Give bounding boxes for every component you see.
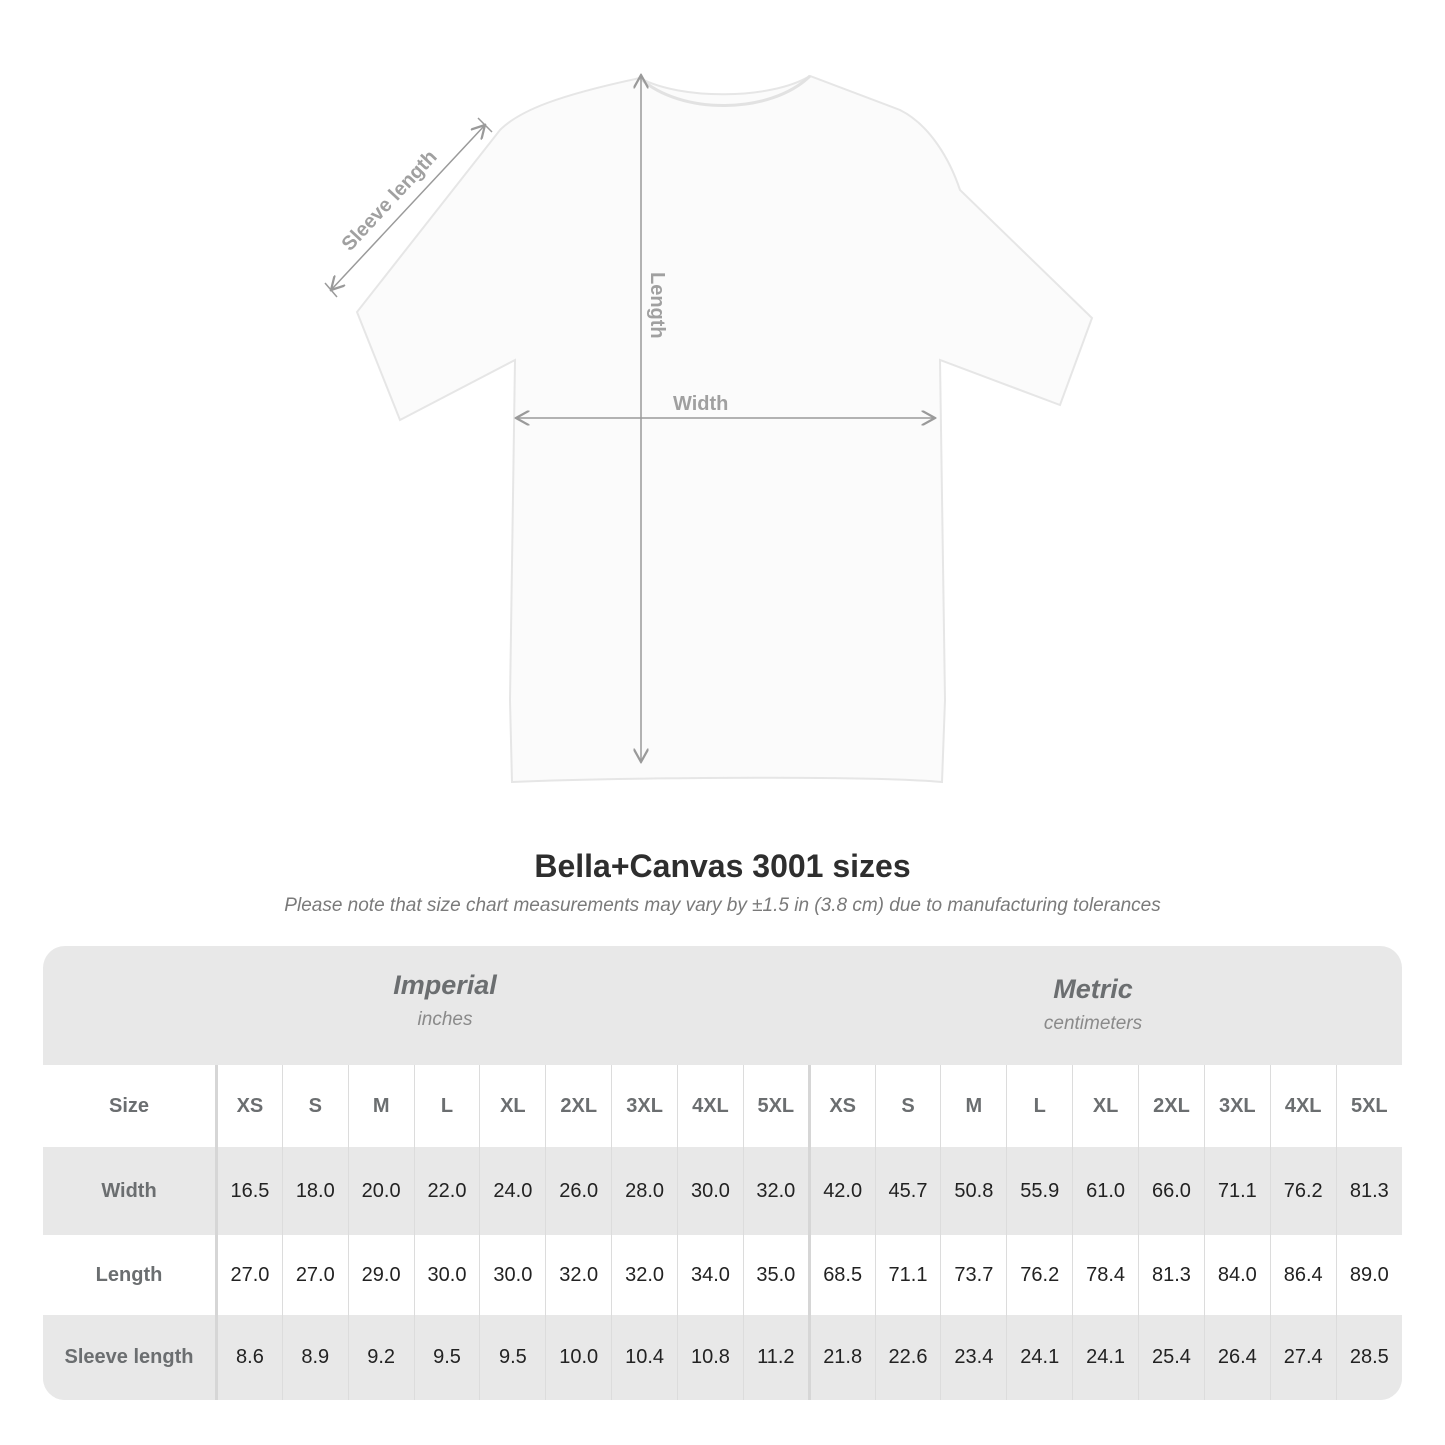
metric-size-l: L (1006, 1065, 1073, 1147)
metric-value-cell: 71.1 (874, 1235, 941, 1315)
size-table: Size XS S M L XL 2XL 3XL 4XL 5XL XS S M L XL 2XL 3XL 4XL 5… (43, 1065, 1402, 1400)
imperial-value-cell: 26.0 (545, 1147, 612, 1235)
row-label: Length (43, 1235, 218, 1315)
metric-value-cell: 61.0 (1072, 1147, 1139, 1235)
imperial-value-cell: 30.0 (479, 1235, 546, 1315)
tolerance-note: Please note that size chart measurements… (284, 895, 1161, 916)
imperial-value-cell: 29.0 (347, 1235, 415, 1315)
metric-header: Metric centimeters (809, 974, 1377, 1035)
imperial-size-xs: XS (216, 1065, 283, 1147)
metric-value-cell: 21.8 (807, 1315, 876, 1400)
imperial-value-cell: 35.0 (742, 1235, 810, 1315)
imperial-value-cell: 22.0 (413, 1147, 480, 1235)
metric-value-cell: 89.0 (1335, 1235, 1402, 1315)
metric-size-5xl: 5XL (1335, 1065, 1402, 1147)
tshirt-diagram: Sleeve length Length Width (324, 0, 1094, 784)
imperial-value-cell: 27.0 (216, 1235, 283, 1315)
metric-value-cell: 81.3 (1138, 1235, 1205, 1315)
metric-value-cell: 42.0 (807, 1147, 876, 1235)
sleeve-measure-line (331, 125, 485, 290)
metric-size-4xl: 4XL (1269, 1065, 1337, 1147)
metric-value-cell: 50.8 (940, 1147, 1007, 1235)
imperial-size-xl: XL (479, 1065, 546, 1147)
metric-size-m: M (940, 1065, 1007, 1147)
metric-size-xs: XS (807, 1065, 876, 1147)
table-row: Width 16.5 18.0 20.0 22.0 24.0 26.0 28.0 30.0 32.… (43, 1147, 1402, 1235)
imperial-value-cell: 9.5 (479, 1315, 546, 1400)
metric-value-cell: 76.2 (1269, 1147, 1337, 1235)
imperial-title: Imperial (393, 970, 497, 1000)
metric-size-3xl: 3XL (1203, 1065, 1271, 1147)
metric-value-cell: 78.4 (1072, 1235, 1139, 1315)
metric-title: Metric (1053, 974, 1133, 1004)
imperial-unit: inches (417, 1009, 473, 1030)
metric-value-cell: 84.0 (1203, 1235, 1271, 1315)
imperial-value-cell: 34.0 (677, 1235, 744, 1315)
imperial-size-5xl: 5XL (742, 1065, 810, 1147)
sleeve-measure-end-cap (477, 117, 493, 133)
imperial-size-l: L (413, 1065, 480, 1147)
imperial-value-cell: 9.2 (347, 1315, 415, 1400)
size-label: Size (43, 1065, 218, 1147)
imperial-size-2xl: 2XL (545, 1065, 612, 1147)
metric-value-cell: 76.2 (1006, 1235, 1073, 1315)
metric-value-cell: 24.1 (1006, 1315, 1073, 1400)
imperial-value-cell: 18.0 (281, 1147, 349, 1235)
metric-size-s: S (874, 1065, 941, 1147)
table-row: Length 27.0 27.0 29.0 30.0 30.0 32.0 32.0 34.0 35… (43, 1235, 1402, 1315)
imperial-value-cell: 30.0 (677, 1147, 744, 1235)
metric-value-cell: 23.4 (940, 1315, 1007, 1400)
metric-value-cell: 22.6 (874, 1315, 941, 1400)
size-chart: Imperial inches Metric centimeters Size X… (43, 946, 1402, 1400)
metric-value-cell: 55.9 (1006, 1147, 1073, 1235)
metric-value-cell: 25.4 (1138, 1315, 1205, 1400)
imperial-value-cell: 32.0 (545, 1235, 612, 1315)
metric-value-cell: 81.3 (1335, 1147, 1402, 1235)
metric-value-cell: 73.7 (940, 1235, 1007, 1315)
imperial-value-cell: 11.2 (742, 1315, 810, 1400)
row-label: Width (43, 1147, 218, 1235)
imperial-value-cell: 9.5 (413, 1315, 480, 1400)
metric-value-cell: 86.4 (1269, 1235, 1337, 1315)
metric-size-xl: XL (1072, 1065, 1139, 1147)
metric-value-cell: 71.1 (1203, 1147, 1271, 1235)
imperial-size-s: S (281, 1065, 349, 1147)
row-label: Sleeve length (43, 1315, 218, 1400)
imperial-size-3xl: 3XL (611, 1065, 678, 1147)
metric-value-cell: 24.1 (1072, 1315, 1139, 1400)
imperial-value-cell: 8.9 (281, 1315, 349, 1400)
metric-value-cell: 68.5 (807, 1235, 876, 1315)
imperial-header: Imperial inches (215, 970, 675, 1031)
imperial-value-cell: 10.4 (611, 1315, 678, 1400)
length-label: Length (646, 272, 668, 339)
imperial-value-cell: 27.0 (281, 1235, 349, 1315)
imperial-value-cell: 24.0 (479, 1147, 546, 1235)
imperial-value-cell: 10.0 (545, 1315, 612, 1400)
size-header-row: Size XS S M L XL 2XL 3XL 4XL 5XL XS S M L XL 2XL 3XL 4XL 5… (43, 1065, 1402, 1147)
metric-value-cell: 27.4 (1269, 1315, 1337, 1400)
imperial-size-4xl: 4XL (677, 1065, 744, 1147)
imperial-value-cell: 16.5 (216, 1147, 283, 1235)
width-label: Width (673, 393, 728, 415)
sleeve-measure-end-cap (324, 282, 338, 298)
metric-unit: centimeters (1043, 1013, 1143, 1034)
imperial-value-cell: 28.0 (611, 1147, 678, 1235)
table-row: Sleeve length 8.6 8.9 9.2 9.5 9.5 10.0 10.4 10.8… (43, 1315, 1402, 1400)
imperial-value-cell: 8.6 (216, 1315, 283, 1400)
metric-size-2xl: 2XL (1138, 1065, 1205, 1147)
page-title: Bella+Canvas 3001 sizes (534, 848, 911, 884)
imperial-value-cell: 32.0 (742, 1147, 810, 1235)
imperial-value-cell: 30.0 (413, 1235, 480, 1315)
tshirt-shape (355, 74, 1094, 784)
metric-value-cell: 66.0 (1138, 1147, 1205, 1235)
imperial-value-cell: 32.0 (611, 1235, 678, 1315)
imperial-value-cell: 20.0 (347, 1147, 415, 1235)
metric-value-cell: 28.5 (1335, 1315, 1402, 1400)
size-table-body: Size XS S M L XL 2XL 3XL 4XL 5XL XS S M L XL 2XL 3XL 4XL 5… (43, 1065, 1402, 1400)
tshirt-collar (638, 74, 812, 107)
metric-value-cell: 26.4 (1203, 1315, 1271, 1400)
metric-value-cell: 45.7 (874, 1147, 941, 1235)
imperial-value-cell: 10.8 (677, 1315, 744, 1400)
imperial-size-m: M (347, 1065, 415, 1147)
